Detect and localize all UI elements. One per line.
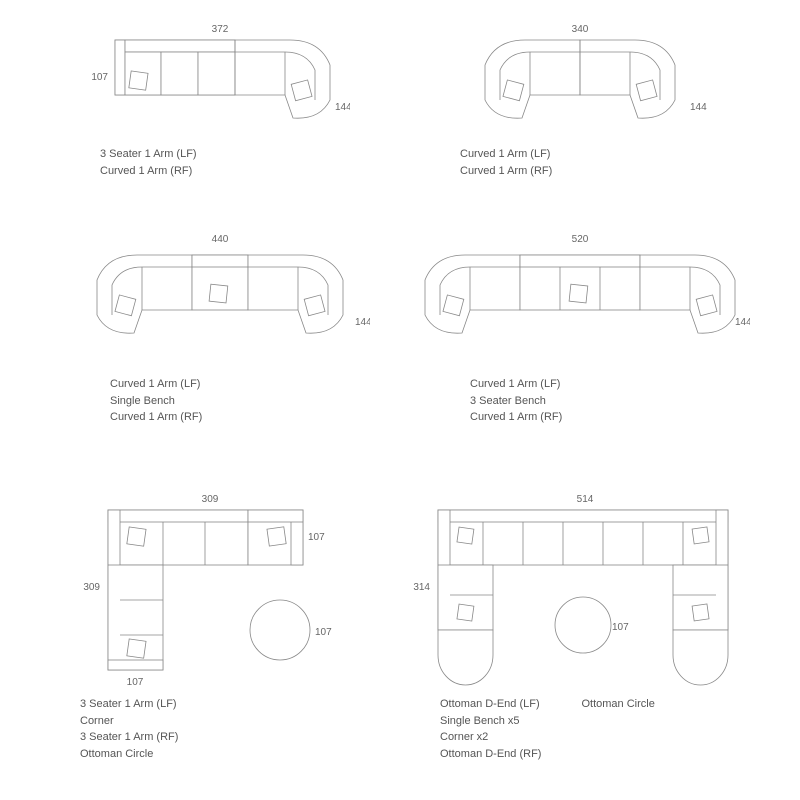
config-1-svg: 372 107 144: [90, 20, 350, 140]
label: Ottoman D-End (LF): [440, 696, 541, 713]
config-5-labels: 3 Seater 1 Arm (LF) Corner 3 Seater 1 Ar…: [40, 696, 400, 762]
furniture-grid: 372 107 144: [0, 0, 800, 800]
config-5-svg: 309 309 107 107 107: [80, 490, 360, 690]
config-6-labels-left: Ottoman D-End (LF) Single Bench x5 Corne…: [440, 696, 541, 762]
dim-top: 372: [212, 24, 229, 35]
config-6: 514 314 107: [400, 490, 760, 790]
label: Curved 1 Arm (LF): [470, 376, 760, 393]
label: Curved 1 Arm (RF): [110, 409, 400, 426]
dim-right: 144: [335, 102, 350, 113]
dim-right: 144: [735, 317, 750, 328]
label: Corner: [80, 713, 400, 730]
dim-top: 340: [572, 24, 589, 35]
config-3-labels: Curved 1 Arm (LF) Single Bench Curved 1 …: [40, 376, 400, 426]
config-6-svg: 514 314 107: [410, 490, 750, 690]
dim-bottom: 107: [127, 677, 144, 688]
label: Ottoman Circle: [581, 696, 654, 713]
label: Curved 1 Arm (RF): [460, 163, 760, 180]
config-6-labels-right: Ottoman Circle: [581, 696, 654, 762]
config-2-svg: 340 144: [450, 20, 710, 140]
label: 3 Seater 1 Arm (LF): [100, 146, 400, 163]
dim-right: 107: [308, 532, 325, 543]
dim-left: 107: [91, 72, 108, 83]
config-3-svg: 440 144: [70, 230, 370, 370]
label: Curved 1 Arm (RF): [100, 163, 400, 180]
dim-top: 309: [202, 494, 219, 505]
dim-circle: 107: [315, 627, 332, 638]
label: 3 Seater 1 Arm (RF): [80, 729, 400, 746]
config-6-labels: Ottoman D-End (LF) Single Bench x5 Corne…: [400, 696, 760, 762]
config-1-diagram: 372 107 144: [40, 20, 400, 140]
dim-circle: 107: [612, 622, 629, 633]
label: 3 Seater Bench: [470, 393, 760, 410]
config-5-diagram: 309 309 107 107 107: [40, 490, 400, 690]
config-2-labels: Curved 1 Arm (LF) Curved 1 Arm (RF): [400, 146, 760, 179]
label: Curved 1 Arm (RF): [470, 409, 760, 426]
label: Ottoman D-End (RF): [440, 746, 541, 763]
label: Corner x2: [440, 729, 541, 746]
label: Curved 1 Arm (LF): [110, 376, 400, 393]
config-3: 440 144: [40, 230, 400, 490]
config-2: 340 144: [400, 20, 760, 230]
dim-right: 144: [690, 102, 707, 113]
config-5: 309 309 107 107 107: [40, 490, 400, 790]
config-3-diagram: 440 144: [40, 230, 400, 370]
dim-left: 314: [413, 582, 430, 593]
dim-top: 520: [572, 234, 589, 245]
label: Ottoman Circle: [80, 746, 400, 763]
config-4-svg: 520 144: [410, 230, 750, 370]
label: 3 Seater 1 Arm (LF): [80, 696, 400, 713]
dim-right: 144: [355, 317, 370, 328]
config-2-diagram: 340 144: [400, 20, 760, 140]
config-6-diagram: 514 314 107: [400, 490, 760, 690]
label: Curved 1 Arm (LF): [460, 146, 760, 163]
label: Single Bench x5: [440, 713, 541, 730]
dim-left: 309: [83, 582, 100, 593]
label: Single Bench: [110, 393, 400, 410]
dim-top: 514: [577, 494, 594, 505]
dim-top: 440: [212, 234, 229, 245]
config-1-labels: 3 Seater 1 Arm (LF) Curved 1 Arm (RF): [40, 146, 400, 179]
config-4-labels: Curved 1 Arm (LF) 3 Seater Bench Curved …: [400, 376, 760, 426]
config-4-diagram: 520 144: [400, 230, 760, 370]
config-4: 520 144: [400, 230, 760, 490]
config-1: 372 107 144: [40, 20, 400, 230]
